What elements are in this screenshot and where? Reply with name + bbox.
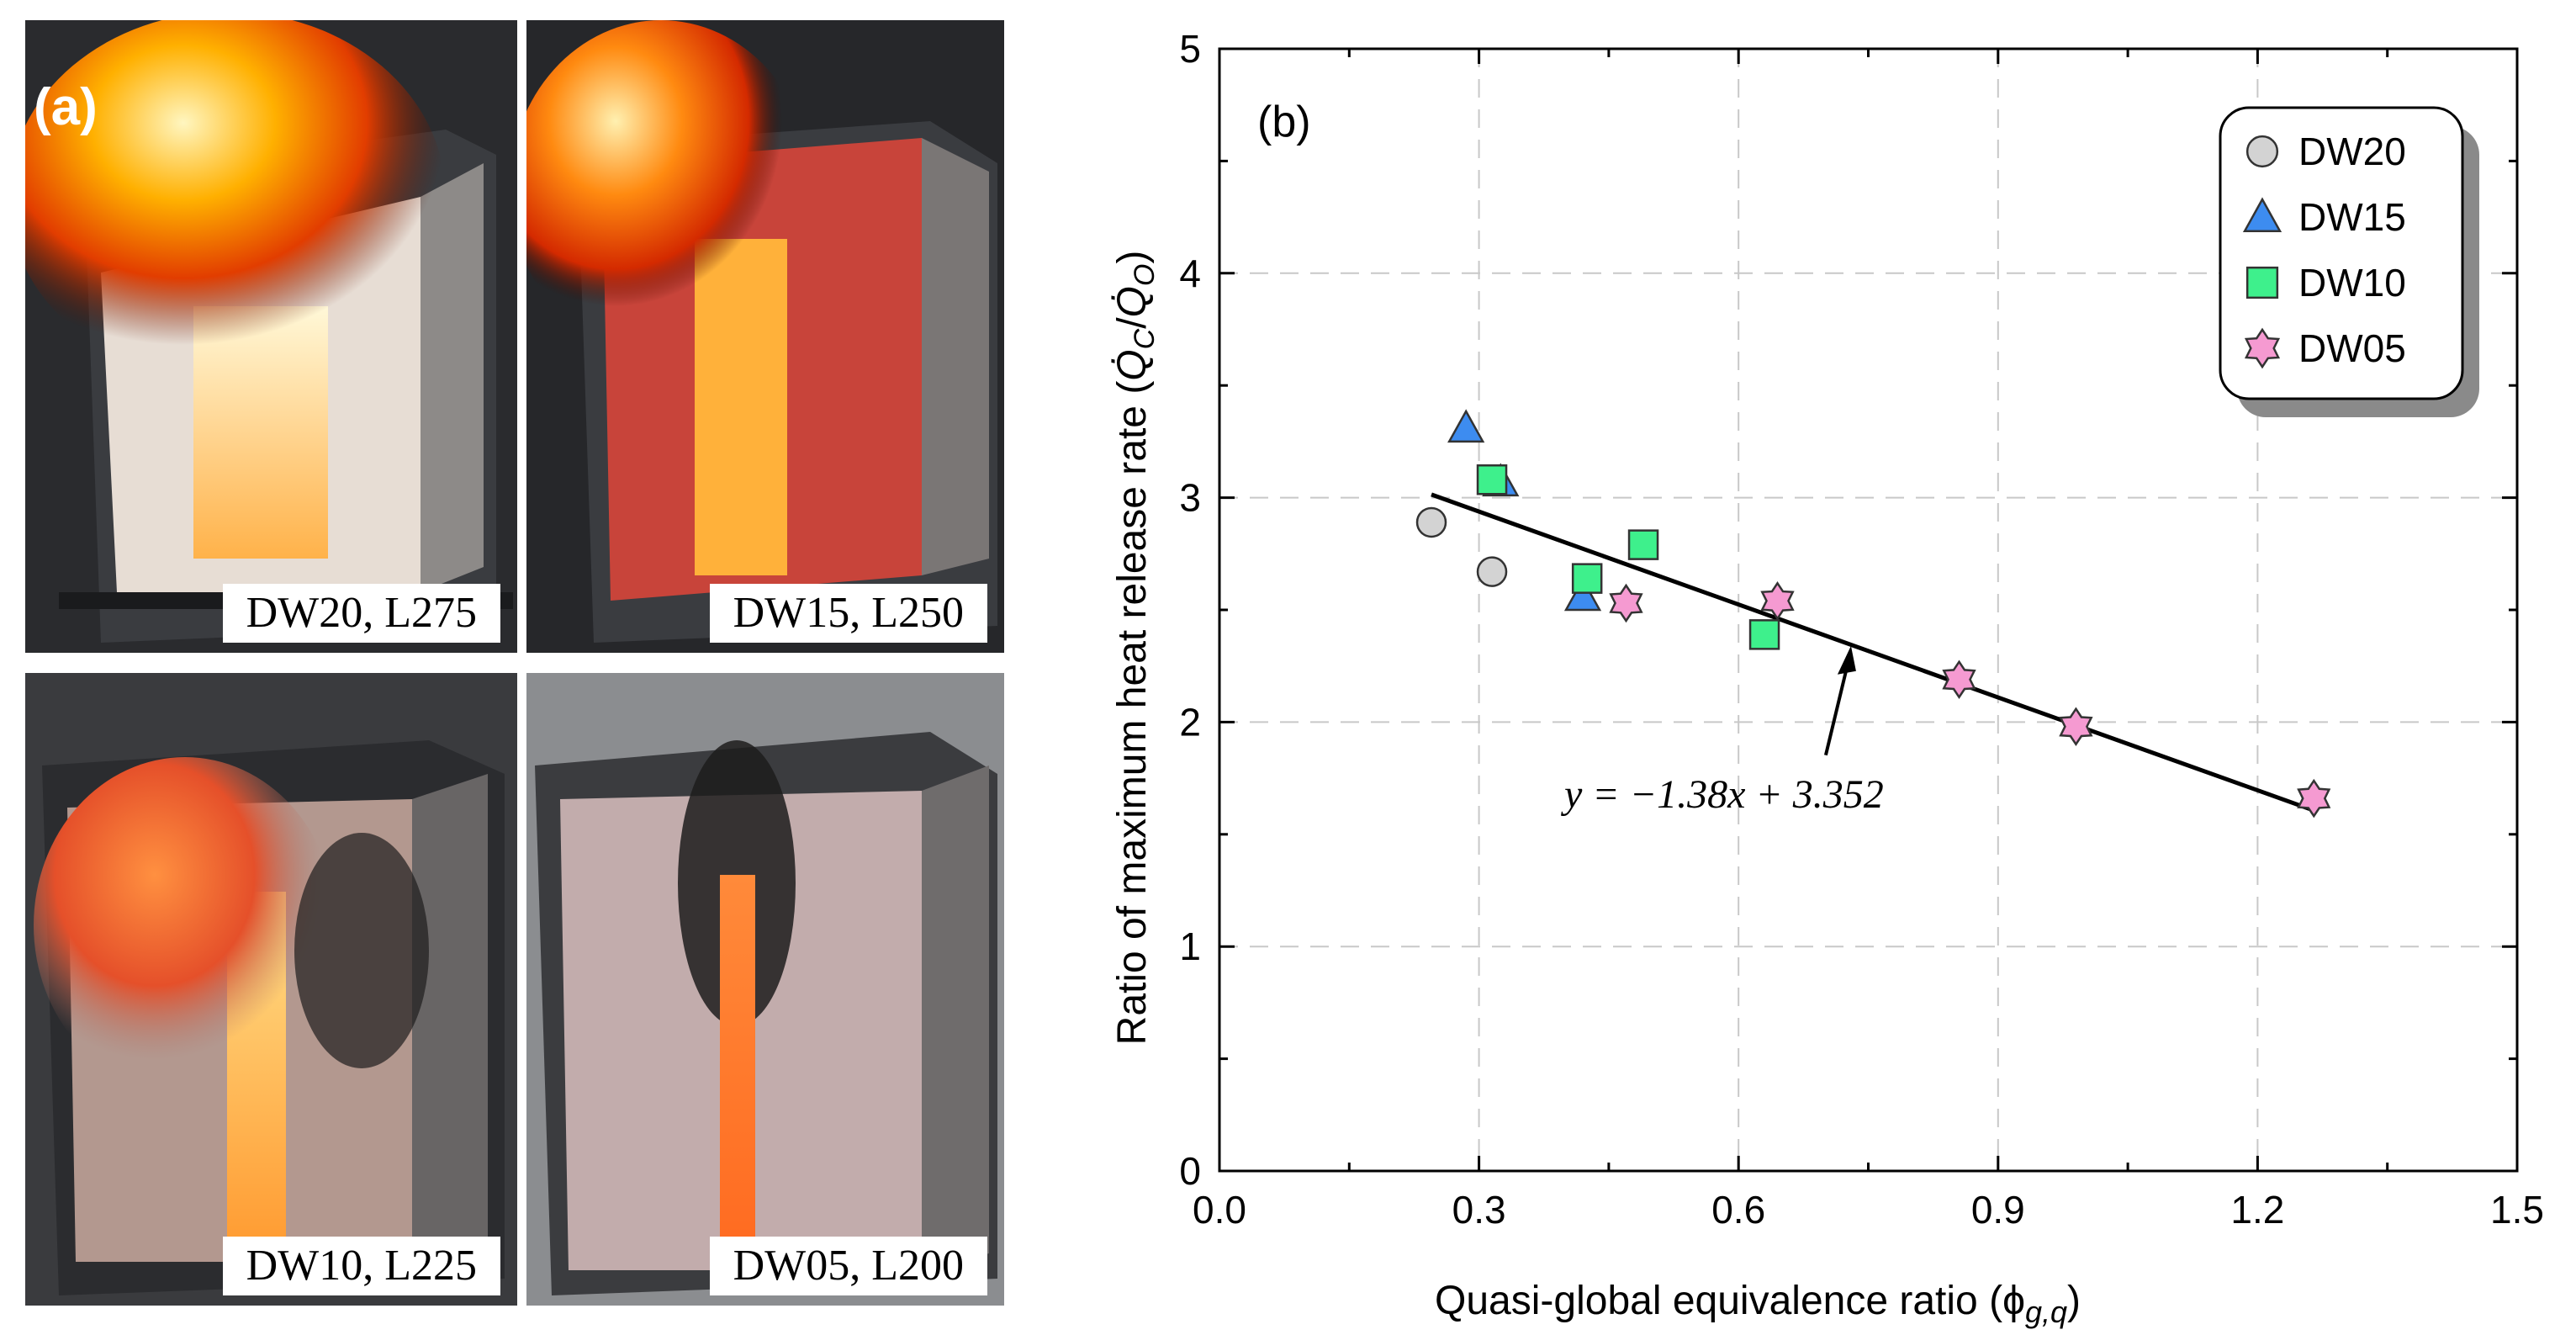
y-tick-label: 2 (1179, 700, 1201, 744)
data-point-dw10 (1748, 619, 1780, 650)
x-tick-label: 1.5 (2490, 1188, 2544, 1232)
y-tick-label: 1 (1179, 924, 1201, 968)
y-axis-title-main: Ratio of maximum heat release rate ( (1110, 381, 1155, 1046)
tick-labels: 0.0 0.3 0.6 0.9 1.2 1.5 0 1 2 3 4 5 (1179, 27, 2544, 1232)
fit-equation: y = −1.38x + 3.352 (1560, 772, 1884, 817)
y-axis-title-q2: Q̇ (1110, 286, 1155, 317)
photo-caption: DW15, L250 (709, 584, 987, 643)
photo-dw10-scene (25, 673, 517, 1306)
data-point-dw20 (1476, 556, 1508, 587)
annotation-arrowhead (1837, 645, 1856, 675)
fit-line (1431, 492, 2315, 813)
data-point-dw10 (1627, 529, 1659, 560)
x-axis-title-sub: g,q (2025, 1295, 2067, 1329)
data-point-dw15 (1563, 577, 1602, 612)
x-tick-label: 1.2 (2230, 1188, 2284, 1232)
x-axis-title: Quasi-global equivalence ratio (ϕg,q) (1435, 1279, 2081, 1329)
photo-dw20-scene (25, 20, 517, 653)
x-tick-label: 0.6 (1711, 1188, 1765, 1232)
panel-b-label: (b) (1257, 98, 1311, 146)
data-point-dw15 (1447, 409, 1485, 443)
photo-caption: DW05, L200 (709, 1237, 987, 1295)
data-points (1415, 409, 2331, 818)
photo-caption: DW20, L275 (222, 584, 500, 643)
photo-dw15: DW15, L250 (526, 20, 1004, 653)
y-tick-label: 4 (1179, 252, 1201, 295)
axis-ticks (1218, 47, 2519, 1173)
y-axis-title-q1: Q̇ (1110, 349, 1155, 380)
y-tick-label: 0 (1179, 1149, 1201, 1193)
data-point-dw05 (2297, 778, 2331, 818)
legend-marker-dw20 (2245, 135, 2279, 168)
data-point-dw05 (1609, 583, 1643, 623)
y-axis-title-close: ) (1110, 251, 1155, 264)
photo-dw05: DW05, L200 (526, 673, 1004, 1306)
legend-marker-dw15 (2242, 197, 2282, 233)
photo-dw15-scene (526, 20, 1004, 653)
photo-dw05-scene (526, 673, 1004, 1306)
legend-marker-dw10 (2245, 266, 2279, 299)
legend-marker-dw05 (2244, 327, 2281, 369)
y-axis-title-sub1: C (1129, 328, 1161, 349)
y-axis-title-slash: / (1110, 317, 1155, 329)
photo-dw10: DW10, L225 (25, 673, 517, 1306)
data-point-dw10 (1476, 464, 1508, 495)
legend-label-dw20: DW20 (2298, 130, 2406, 173)
x-axis-title-main: Quasi-global equivalence ratio (ϕ (1435, 1279, 2025, 1323)
y-tick-label: 5 (1179, 27, 1201, 71)
legend: DW20 DW15 DW10 DW05 (2219, 106, 2479, 417)
data-point-dw05 (2059, 707, 2093, 746)
x-tick-label: 0.0 (1193, 1188, 1246, 1232)
photo-dw20: DW20, L275 (25, 20, 517, 653)
y-tick-label: 3 (1179, 476, 1201, 520)
x-tick-label: 0.3 (1452, 1188, 1506, 1232)
data-point-dw05 (1942, 660, 1976, 699)
x-axis-title-close: ) (2067, 1279, 2081, 1323)
legend-label-dw10: DW10 (2298, 261, 2406, 305)
annotation-arrow (1823, 664, 1849, 756)
x-tick-label: 0.9 (1971, 1188, 2025, 1232)
legend-label-dw15: DW15 (2298, 195, 2406, 239)
data-point-dw10 (1571, 563, 1603, 594)
panel-a-label: (a) (34, 78, 98, 136)
y-axis-title: Ratio of maximum heat release rate (Q̇C/… (1110, 251, 1161, 1046)
data-point-dw20 (1415, 506, 1447, 538)
data-point-dw05 (1760, 581, 1795, 621)
photo-caption: DW10, L225 (222, 1237, 500, 1295)
y-axis-title-sub2: O (1129, 264, 1161, 286)
legend-items: DW20 DW15 DW10 DW05 (2242, 130, 2406, 370)
legend-box (2219, 106, 2464, 400)
legend-label-dw05: DW05 (2298, 326, 2406, 370)
